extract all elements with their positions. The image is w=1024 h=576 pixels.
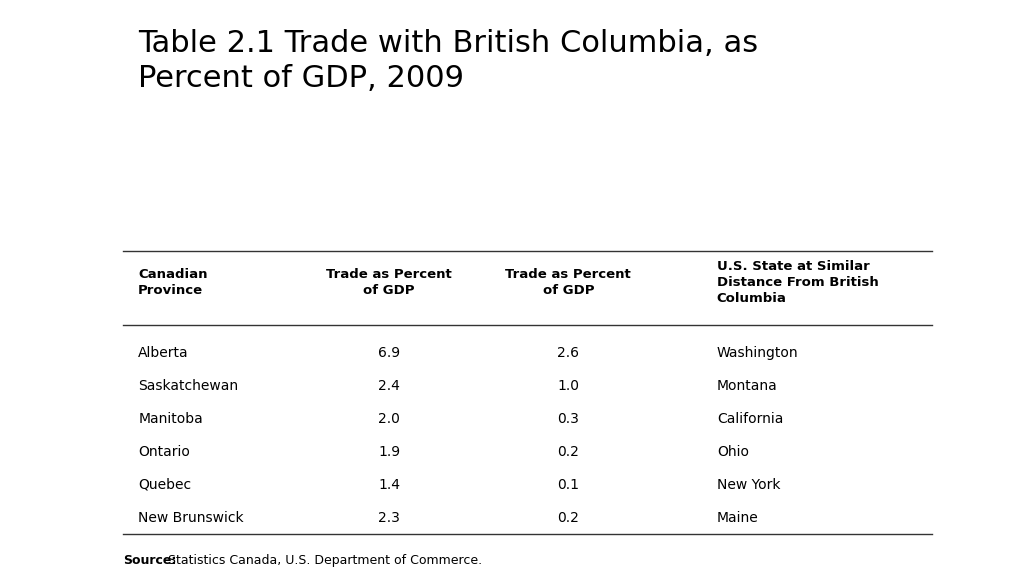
Text: 2.3: 2.3 [378,510,400,525]
Text: Quebec: Quebec [138,478,191,492]
Text: Table 2.1 Trade with British Columbia, as
Percent of GDP, 2009: Table 2.1 Trade with British Columbia, a… [138,29,759,93]
Text: 0.2: 0.2 [557,510,580,525]
Text: 0.3: 0.3 [557,412,580,426]
Text: 1.4: 1.4 [378,478,400,492]
Text: 1.9: 1.9 [378,445,400,459]
Text: 1.0: 1.0 [557,379,580,393]
Text: Manitoba: Manitoba [138,412,203,426]
Text: 2.0: 2.0 [378,412,400,426]
Text: Maine: Maine [717,510,759,525]
Text: New Brunswick: New Brunswick [138,510,244,525]
Text: Ohio: Ohio [717,445,749,459]
Text: U.S. State at Similar
Distance From British
Columbia: U.S. State at Similar Distance From Brit… [717,260,879,305]
Text: Ontario: Ontario [138,445,190,459]
Text: Source:: Source: [123,554,176,567]
Text: New York: New York [717,478,780,492]
Text: Montana: Montana [717,379,777,393]
Text: California: California [717,412,783,426]
Text: Trade as Percent
of GDP: Trade as Percent of GDP [327,268,452,297]
Text: 0.1: 0.1 [557,478,580,492]
Text: Alberta: Alberta [138,346,188,361]
Text: Statistics Canada, U.S. Department of Commerce.: Statistics Canada, U.S. Department of Co… [165,554,482,567]
Text: 0.2: 0.2 [557,445,580,459]
Text: Washington: Washington [717,346,799,361]
Text: Trade as Percent
of GDP: Trade as Percent of GDP [506,268,631,297]
Text: 2.4: 2.4 [378,379,400,393]
Text: 2.6: 2.6 [557,346,580,361]
Text: 6.9: 6.9 [378,346,400,361]
Text: Canadian
Province: Canadian Province [138,268,208,297]
Text: Saskatchewan: Saskatchewan [138,379,239,393]
